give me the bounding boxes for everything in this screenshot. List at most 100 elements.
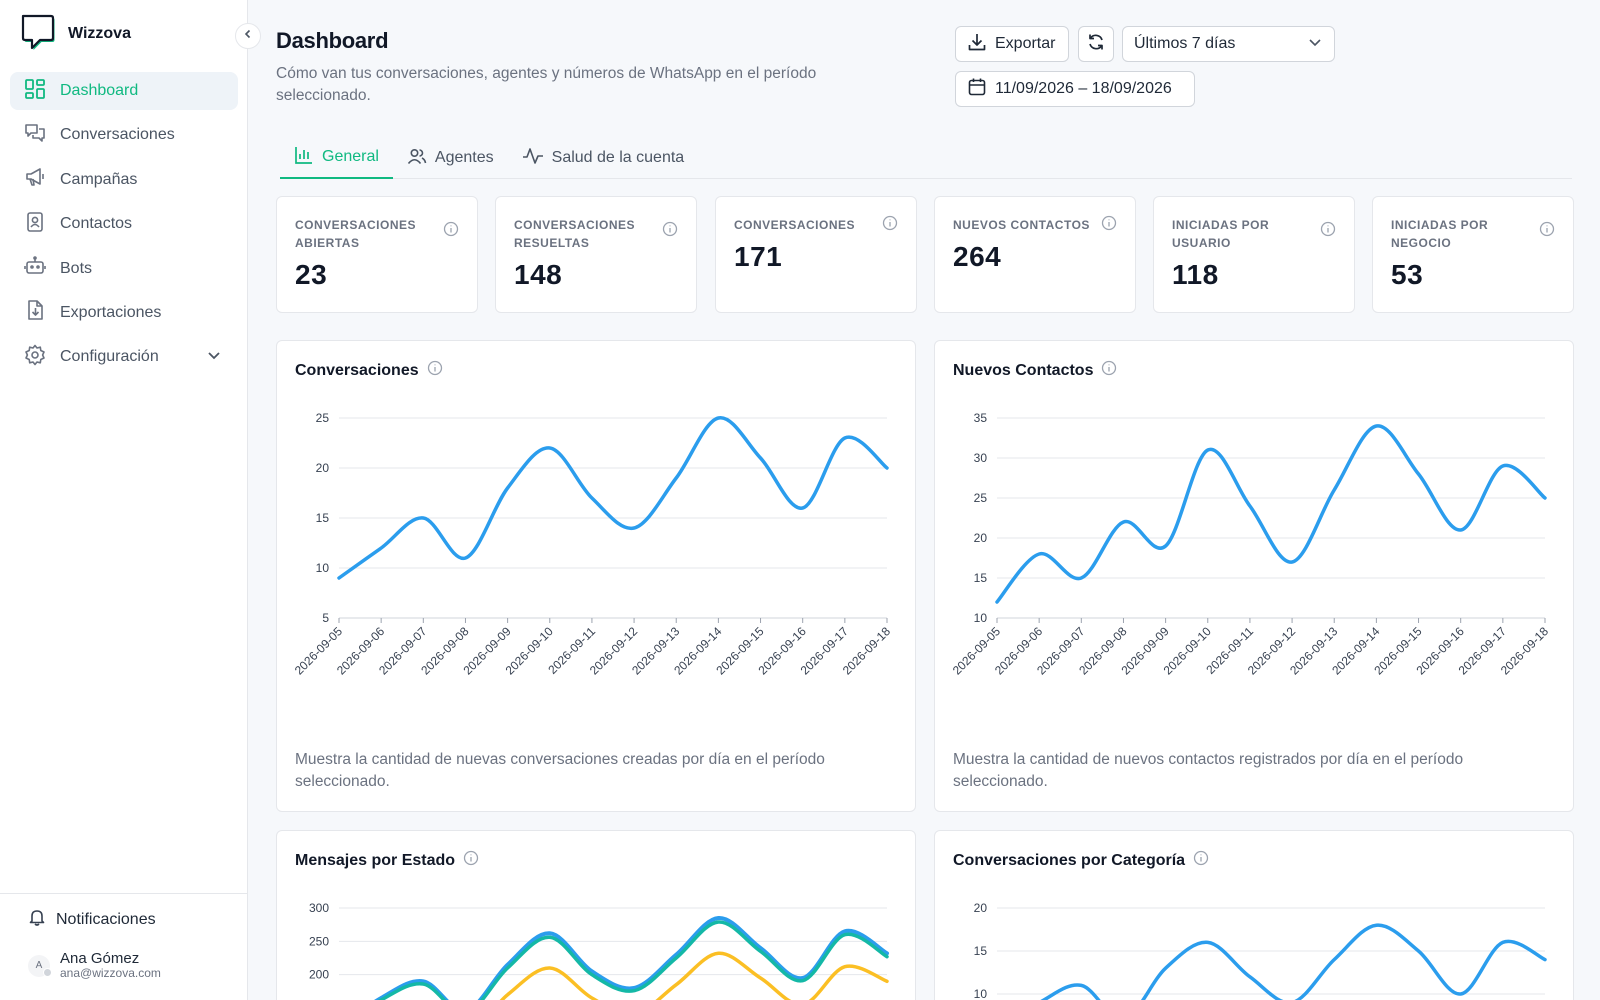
page-subtitle: Cómo van tus conversaciones, agentes y n…	[276, 65, 817, 104]
y-tick-label: 250	[309, 934, 329, 948]
card-conversaciones-categoria-chart: Conversaciones por Categoría 10 15 20	[934, 830, 1574, 1000]
card-title-text: Conversaciones	[295, 361, 419, 379]
refresh-icon	[1086, 32, 1106, 57]
y-tick-label: 30	[974, 451, 988, 465]
user-info: Ana Gómez ana@wizzova.com	[60, 951, 161, 980]
kpi-value: 148	[514, 259, 563, 290]
y-tick-label: 25	[974, 491, 988, 505]
kpi-card-new-contacts: NUEVOS CONTACTOS 264	[934, 196, 1136, 313]
new-contacts-line-chart: 1015202530352026-09-052026-09-062026-09-…	[950, 411, 1552, 678]
sidebar-footer: Notificaciones A Ana Gómez ana@wizzova.c…	[0, 893, 248, 1000]
tab-label: General	[322, 148, 379, 165]
info-icon[interactable]	[1539, 221, 1555, 242]
sidebar-item-campanas[interactable]: Campañas	[10, 161, 238, 199]
logo-icon	[18, 12, 56, 55]
y-tick-label: 35	[974, 411, 988, 425]
y-tick-label: 200	[309, 968, 329, 982]
tab-general[interactable]: General	[280, 137, 393, 179]
date-range-select[interactable]: Últimos 7 días	[1122, 26, 1335, 62]
messages-status-line-chart: 150200250300	[309, 901, 889, 1000]
info-icon[interactable]	[662, 221, 678, 242]
info-icon[interactable]	[1193, 850, 1209, 871]
sidebar-item-configuracion[interactable]: Configuración	[10, 338, 238, 376]
calendar-icon	[967, 77, 987, 102]
kpi-value: 171	[734, 241, 783, 272]
brand[interactable]: Wizzova	[18, 12, 131, 55]
sidebar-item-label: Exportaciones	[60, 303, 162, 321]
dashboard-tabs: General Agentes Salud de la cuenta	[280, 137, 1572, 179]
user-menu[interactable]: A Ana Gómez ana@wizzova.com	[28, 951, 161, 980]
series-line	[374, 916, 889, 1000]
y-tick-label: 10	[974, 987, 988, 1000]
tab-salud-cuenta[interactable]: Salud de la cuenta	[508, 137, 699, 179]
sidebar-nav: Dashboard Conversaciones Campañas Contac…	[10, 72, 238, 383]
card-title-text: Conversaciones por Categoría	[953, 851, 1186, 869]
bot-icon	[24, 255, 46, 282]
chevron-down-icon	[1307, 34, 1323, 55]
refresh-button[interactable]	[1078, 26, 1114, 62]
notifications-label: Notificaciones	[56, 910, 156, 928]
sidebar-item-dashboard[interactable]: Dashboard	[10, 72, 238, 110]
gear-icon	[24, 344, 46, 371]
page-title: Dashboard	[276, 28, 389, 53]
users-icon	[407, 146, 427, 171]
info-icon[interactable]	[1101, 360, 1117, 381]
card-nuevos-contactos-chart: Nuevos Contactos 10 15 20 25 30 35 2026-09-05 2…	[934, 340, 1574, 812]
user-name: Ana Gómez	[60, 950, 140, 967]
conversations-line-chart: 5101520252026-09-052026-09-062026-09-072…	[292, 411, 894, 678]
sidebar-item-conversaciones[interactable]: Conversaciones	[10, 116, 238, 154]
collapse-sidebar-button[interactable]	[235, 23, 261, 49]
card-mensajes-estado-chart: Mensajes por Estado 150200250300	[276, 830, 916, 1000]
kpi-card-user-initiated: INICIADAS POR USUARIO 118	[1153, 196, 1355, 313]
info-icon[interactable]	[1320, 221, 1336, 242]
info-icon[interactable]	[427, 360, 443, 381]
sidebar-item-label: Bots	[60, 259, 93, 277]
download-icon	[967, 32, 987, 57]
notifications-button[interactable]: Notificaciones	[28, 908, 156, 931]
y-tick-label: 20	[316, 461, 330, 475]
sidebar: Wizzova Dashboard Conversaciones Campaña…	[0, 0, 248, 1000]
y-tick-label: 300	[309, 901, 329, 915]
card-title: Nuevos Contactos	[953, 360, 1117, 381]
sidebar-item-exportaciones[interactable]: Exportaciones	[10, 294, 238, 332]
sidebar-item-label: Dashboard	[60, 82, 139, 99]
tab-label: Agentes	[434, 149, 494, 166]
user-email: ana@wizzova.com	[60, 966, 161, 980]
dashboard-icon	[24, 78, 46, 105]
info-icon[interactable]	[882, 215, 898, 236]
y-tick-label: 20	[974, 531, 988, 545]
card-title: Conversaciones	[295, 360, 443, 381]
date-range-picker[interactable]: 11/09/2026 – 18/09/2026	[955, 71, 1195, 107]
sidebar-item-bots[interactable]: Bots	[10, 250, 238, 288]
sidebar-item-contactos[interactable]: Contactos	[10, 205, 238, 243]
series-line	[337, 416, 889, 580]
y-tick-label: 10	[974, 611, 988, 625]
kpi-value: 53	[1391, 259, 1424, 290]
y-tick-label: 10	[316, 561, 330, 575]
series-line	[995, 424, 1547, 604]
export-button[interactable]: Exportar	[955, 26, 1069, 62]
info-icon[interactable]	[443, 221, 459, 242]
kpi-label: CONVERSACIONES ABIERTAS	[295, 218, 417, 250]
range-select-value: Últimos 7 días	[1134, 35, 1236, 52]
kpi-card-conversations: CONVERSACIONES 171	[715, 196, 917, 313]
card-title-text: Nuevos Contactos	[953, 361, 1094, 379]
info-icon[interactable]	[463, 850, 479, 871]
export-file-icon	[24, 299, 46, 326]
series-line	[377, 920, 889, 1000]
y-tick-label: 5	[322, 611, 329, 625]
chevron-down-icon	[206, 347, 222, 368]
megaphone-icon	[24, 166, 46, 193]
contact-icon	[24, 211, 46, 238]
kpi-label: CONVERSACIONES	[734, 218, 856, 232]
card-description: Muestra la cantidad de nuevas conversaci…	[295, 751, 825, 790]
export-label: Exportar	[995, 35, 1056, 52]
card-description: Muestra la cantidad de nuevos contactos …	[953, 751, 1464, 790]
kpi-value: 23	[295, 259, 328, 290]
tab-agentes[interactable]: Agentes	[393, 137, 508, 179]
info-icon[interactable]	[1101, 215, 1117, 236]
y-tick-label: 15	[974, 944, 988, 958]
kpi-label: CONVERSACIONES RESUELTAS	[514, 218, 636, 250]
y-tick-label: 15	[316, 511, 330, 525]
chevron-left-icon	[242, 27, 254, 45]
